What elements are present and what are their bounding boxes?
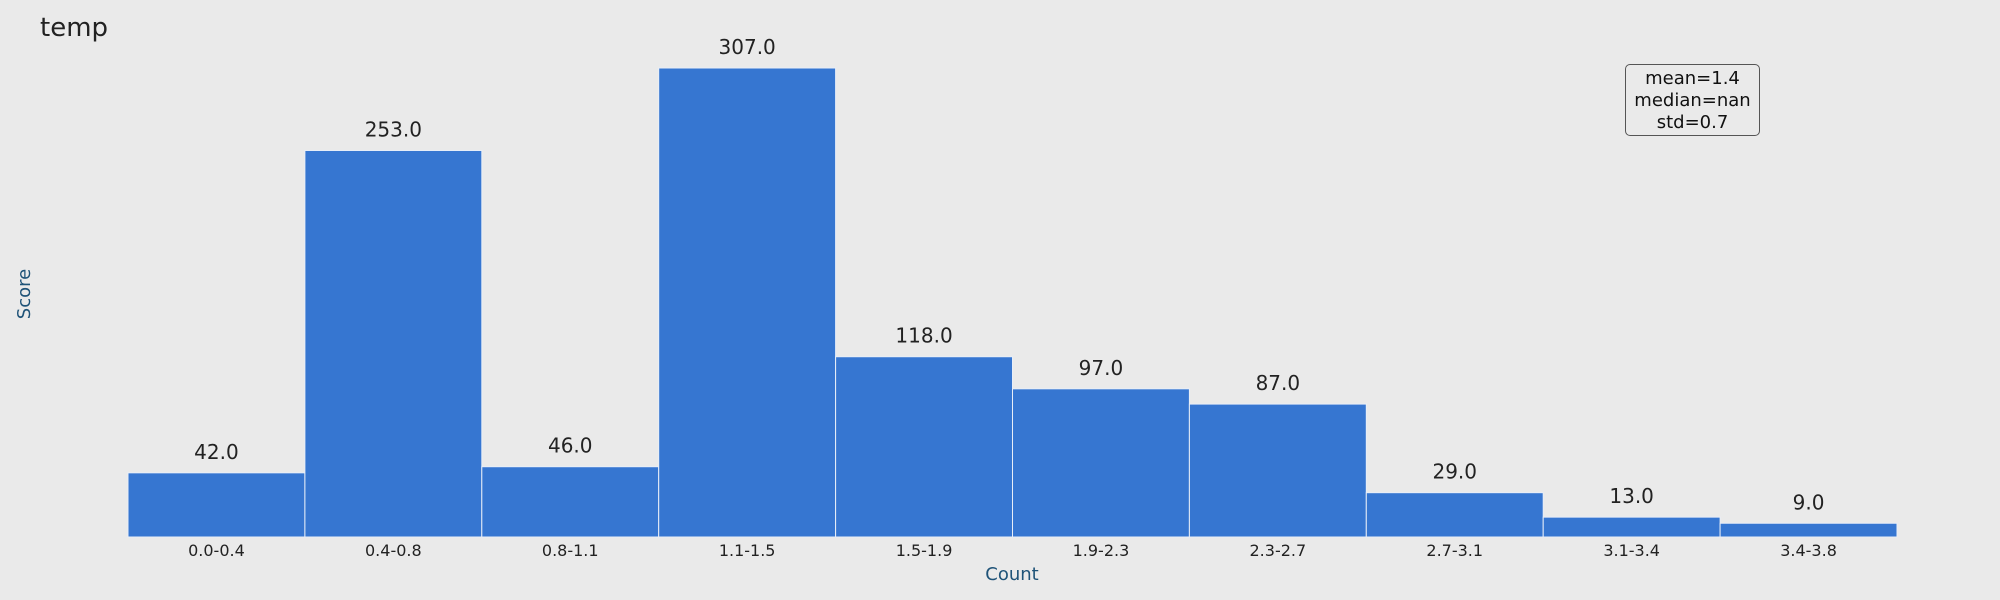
histogram-bar <box>658 67 837 538</box>
x-tick-label: 0.0-0.4 <box>188 541 245 560</box>
x-tick-label: 1.1-1.5 <box>719 541 776 560</box>
histogram-bar <box>1188 403 1367 538</box>
stats-median: median=nan <box>1634 90 1751 111</box>
value-labels-layer: 42.0 253.0 46.0 307.0 118.0 97.0 87.0 29.0 13.0 9… <box>194 35 1824 514</box>
histogram-bar <box>304 149 483 538</box>
histogram-bar <box>481 466 660 538</box>
x-tick-label: 0.4-0.8 <box>365 541 422 560</box>
histogram-bar <box>835 356 1013 538</box>
bar-value-label: 46.0 <box>548 434 593 458</box>
bars-layer <box>127 67 1898 538</box>
bar-value-label: 9.0 <box>1793 490 1825 514</box>
bar-value-label: 13.0 <box>1609 484 1654 508</box>
stats-std: std=0.7 <box>1656 112 1729 133</box>
x-tick-label: 1.9-2.3 <box>1073 541 1130 560</box>
bar-value-label: 253.0 <box>365 117 422 141</box>
bar-value-label: 97.0 <box>1079 356 1124 380</box>
stats-box: mean=1.4 median=nan std=0.7 <box>1625 64 1760 136</box>
histogram-bar <box>1365 492 1544 538</box>
bar-value-label: 87.0 <box>1256 371 1301 395</box>
x-tick-labels: 0.0-0.4 0.4-0.8 0.8-1.1 1.1-1.5 1.5-1.9 1.9-2… <box>188 541 1837 560</box>
x-tick-label: 0.8-1.1 <box>542 541 599 560</box>
x-axis-label: Count <box>985 564 1038 585</box>
histogram-bar <box>1542 516 1721 538</box>
stats-mean: mean=1.4 <box>1645 68 1740 89</box>
x-tick-label: 2.3-2.7 <box>1250 541 1307 560</box>
histogram-bar <box>127 472 306 538</box>
bar-value-label: 118.0 <box>895 324 952 348</box>
x-tick-label: 2.7-3.1 <box>1426 541 1483 560</box>
x-tick-label: 3.1-3.4 <box>1603 541 1660 560</box>
bar-value-label: 29.0 <box>1432 460 1477 484</box>
y-axis-label: Score <box>14 269 35 319</box>
chart-title: temp <box>40 13 108 43</box>
x-tick-label: 1.5-1.9 <box>896 541 953 560</box>
bar-value-label: 42.0 <box>194 440 239 464</box>
x-tick-label: 3.4-3.8 <box>1780 541 1837 560</box>
bar-value-label: 307.0 <box>719 35 776 59</box>
histogram-bar <box>1719 522 1898 538</box>
histogram-bar <box>1012 388 1190 538</box>
